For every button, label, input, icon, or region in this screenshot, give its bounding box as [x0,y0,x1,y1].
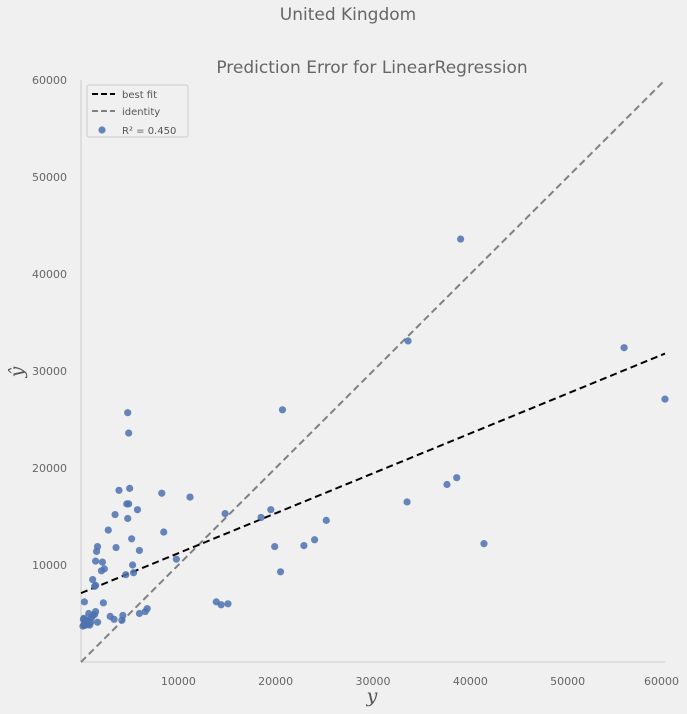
y-tick-label: 40000 [32,268,67,281]
data-point [453,474,461,482]
data-point [122,571,130,579]
data-point [143,605,151,613]
axes [80,80,665,663]
data-point [99,599,107,607]
x-tick-label: 30000 [356,675,391,688]
data-point [100,565,108,573]
data-point [128,561,137,569]
data-point [85,609,93,618]
legend-label: identity [122,107,160,118]
data-point [135,609,143,618]
data-point [104,526,112,534]
data-point [257,513,265,522]
data-point [300,542,308,550]
y-tick-label: 30000 [32,365,67,378]
x-tick-label: 60000 [644,675,679,688]
data-point [271,542,279,551]
chart-title: Prediction Error for LinearRegression [216,58,527,78]
data-point [135,546,143,555]
legend-label: best fit [122,90,157,101]
data-point [661,395,669,403]
x-tick-label: 20000 [258,675,293,688]
data-point [160,528,168,536]
data-point [322,516,330,524]
y-tick-label: 60000 [32,74,67,87]
data-point [172,555,180,563]
data-point [80,614,88,622]
scatter-points [79,235,669,630]
data-point [111,510,119,519]
data-point [457,235,465,243]
data-point [98,558,107,566]
data-point [480,540,488,548]
data-point [158,489,166,497]
x-tick-label: 50000 [550,675,585,688]
x-tick-label: 10000 [161,675,196,688]
figure-suptitle: United Kingdom [280,5,416,25]
data-point [620,344,628,352]
data-point [276,568,285,576]
data-point [404,337,412,345]
data-point [278,406,287,414]
x-tick-label: 40000 [453,675,488,688]
data-point [125,500,133,508]
data-point [119,611,127,620]
data-point [92,581,100,589]
tick-labels: 10000 20000 30000 40000 50000 60000 10000 20000… [32,74,679,688]
data-point [224,600,232,608]
data-point [92,557,100,565]
data-point [186,493,194,501]
y-axis-label: ŷ [6,366,28,378]
data-point [128,535,136,543]
y-tick-label: 50000 [32,171,67,184]
legend: best fit identity R² = 0.450 [86,84,189,138]
data-point [129,569,138,577]
data-point [443,480,451,489]
data-point [126,484,134,492]
data-point [89,575,97,584]
data-point [221,509,229,518]
data-point [124,409,132,417]
y-tick-label: 10000 [32,559,67,572]
data-point [92,607,100,616]
data-point [133,506,142,514]
fit-lines [80,79,666,663]
data-point [110,615,118,623]
data-point [115,486,123,494]
best-fit-line [80,352,666,595]
x-axis-label: y [366,685,378,707]
data-point [93,542,102,551]
y-tick-label: 20000 [32,462,67,475]
legend-label: R² = 0.450 [122,126,176,137]
data-point [80,598,89,606]
data-point [124,514,132,523]
data-point [311,536,319,544]
identity-line [80,79,666,663]
data-point [93,618,102,626]
data-point [217,601,225,609]
legend-frame [86,84,189,138]
legend-marker [98,126,106,134]
data-point [267,506,275,514]
data-point [403,498,411,506]
data-point [112,543,120,552]
data-point [125,429,133,437]
